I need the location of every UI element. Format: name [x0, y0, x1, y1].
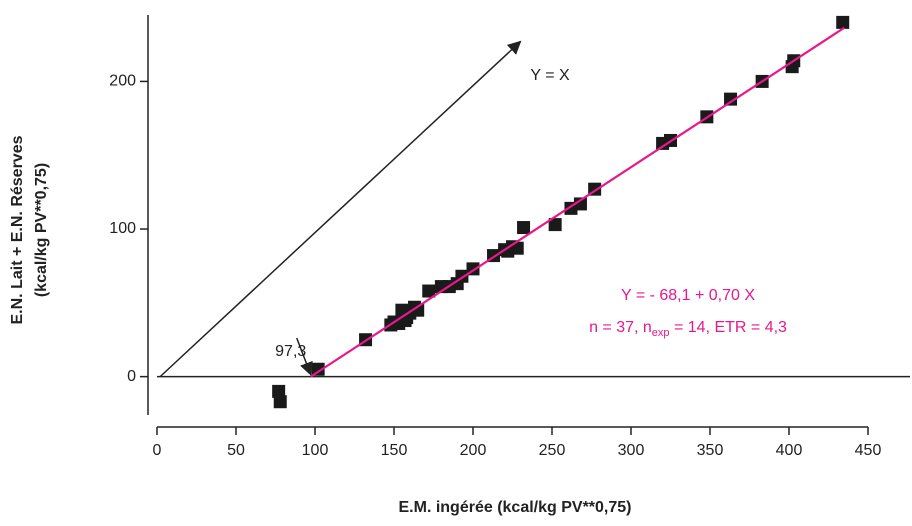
intercept-label: 97,3: [275, 343, 306, 360]
y-tick-label: 0: [127, 368, 136, 385]
x-tick-label: 450: [855, 442, 882, 459]
point: [724, 92, 738, 106]
x-tick-label: 300: [618, 442, 645, 459]
y-axis-title: (kcal/kg PV**0,75): [33, 163, 50, 297]
x-tick-label: 100: [302, 442, 329, 459]
point: [836, 15, 850, 29]
fit-line: [310, 26, 845, 378]
point: [273, 395, 287, 409]
point: [517, 221, 531, 235]
x-tick-label: 0: [153, 442, 162, 459]
x-tick-label: 50: [227, 442, 245, 459]
y-tick-label: 100: [109, 220, 136, 237]
point: [411, 303, 425, 317]
x-tick-label: 200: [460, 442, 487, 459]
x-tick-label: 150: [381, 442, 408, 459]
identity-arrow: [159, 40, 522, 378]
point: [272, 384, 286, 398]
x-axis-title: E.M. ingérée (kcal/kg PV**0,75): [399, 499, 632, 516]
identity-label: Y = X: [530, 67, 570, 84]
intercept-arrow: [296, 337, 313, 376]
x-tick-label: 250: [539, 442, 566, 459]
stats-subscript: exp: [652, 327, 670, 339]
equation: Y = - 68,1 + 0,70 X: [621, 287, 755, 304]
y-axis-title: E.N. Lait + E.N. Réserves: [9, 135, 26, 324]
point: [311, 362, 325, 376]
x-tick-label: 350: [697, 442, 724, 459]
stats-part: n = 37, n: [589, 319, 652, 336]
point: [422, 284, 436, 298]
stats-part: = 14, ETR = 4,3: [670, 319, 788, 336]
stats: n = 37, nexp = 14, ETR = 4,3: [589, 319, 787, 339]
y-tick-label: 200: [109, 73, 136, 90]
x-tick-label: 400: [776, 442, 803, 459]
point: [548, 218, 562, 232]
point: [573, 197, 587, 211]
